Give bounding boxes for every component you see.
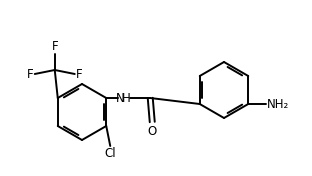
Text: NH₂: NH₂ [267, 98, 290, 111]
Text: N: N [116, 92, 125, 105]
Text: Cl: Cl [105, 147, 116, 160]
Text: F: F [27, 68, 34, 80]
Text: F: F [76, 68, 82, 80]
Text: F: F [51, 40, 58, 53]
Text: H: H [122, 92, 131, 105]
Text: O: O [148, 125, 157, 138]
